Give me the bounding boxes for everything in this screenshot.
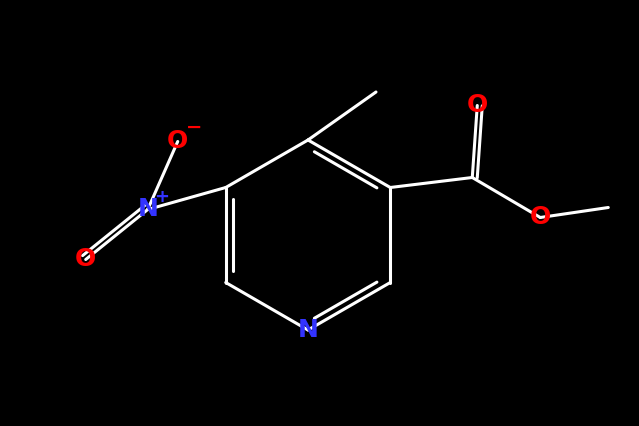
Text: O: O: [530, 205, 551, 230]
Text: −: −: [185, 118, 202, 137]
Text: O: O: [167, 130, 189, 153]
Text: N: N: [298, 318, 318, 342]
Text: O: O: [75, 248, 96, 271]
Text: O: O: [466, 93, 488, 118]
Text: N: N: [137, 198, 158, 222]
Text: +: +: [154, 187, 169, 205]
